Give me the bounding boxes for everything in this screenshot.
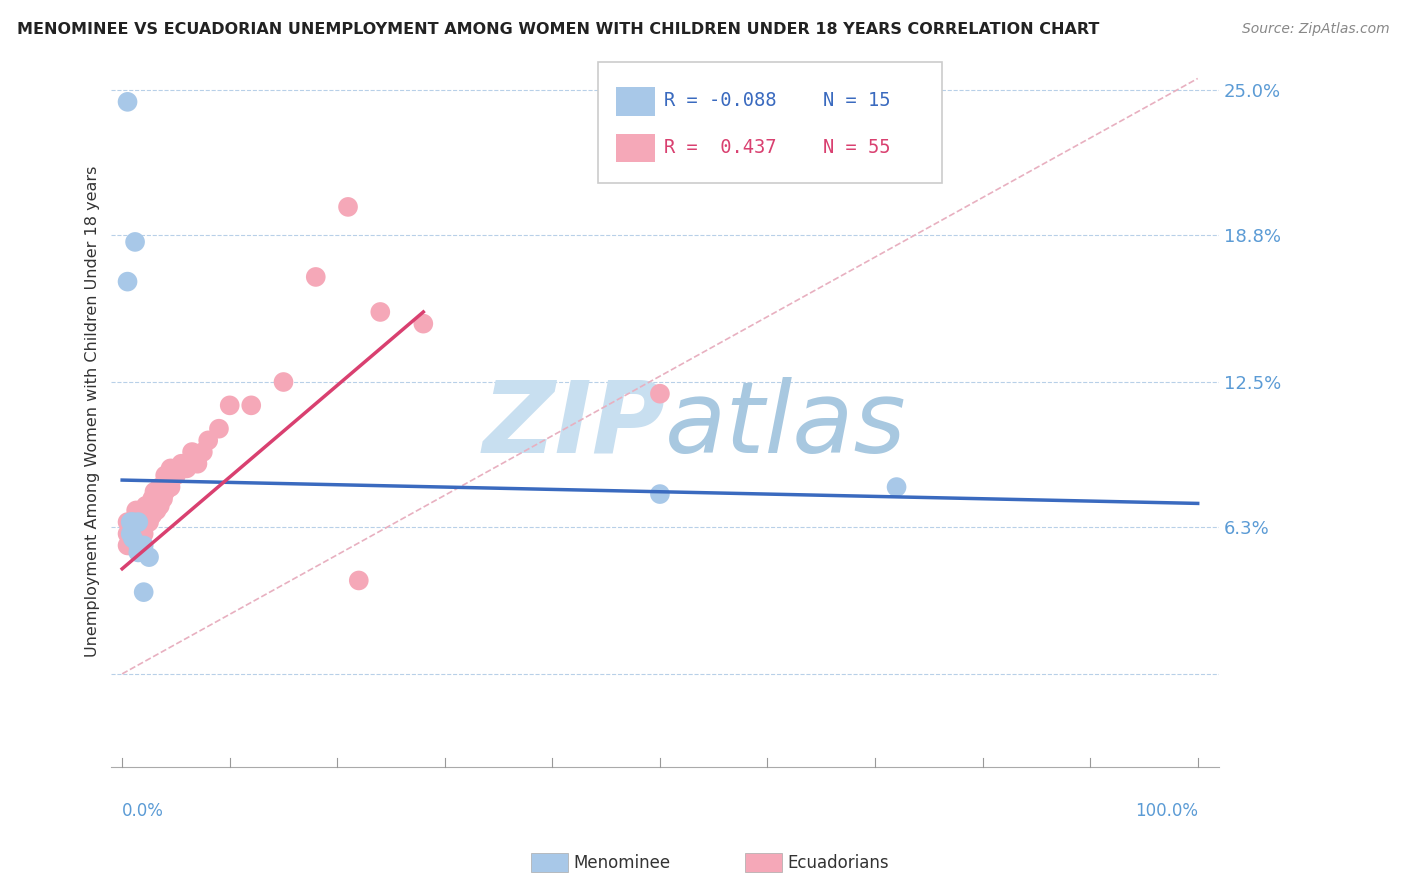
- Point: [368, 305, 391, 319]
- Point: [165, 468, 187, 483]
- Text: atlas: atlas: [665, 377, 907, 474]
- Text: Source: ZipAtlas.com: Source: ZipAtlas.com: [1241, 22, 1389, 37]
- Point: [159, 461, 181, 475]
- Point: [117, 526, 139, 541]
- Point: [135, 499, 157, 513]
- Point: [127, 515, 149, 529]
- Text: Menominee: Menominee: [574, 854, 671, 871]
- Point: [138, 499, 160, 513]
- Point: [143, 484, 166, 499]
- Point: [886, 480, 908, 494]
- Point: [124, 526, 146, 541]
- Text: R =  0.437: R = 0.437: [664, 137, 776, 157]
- Point: [143, 503, 166, 517]
- Point: [120, 526, 142, 541]
- Point: [648, 487, 671, 501]
- Text: ZIP: ZIP: [482, 377, 665, 474]
- Point: [117, 275, 139, 289]
- Point: [117, 515, 139, 529]
- Point: [118, 538, 141, 552]
- Point: [132, 508, 155, 522]
- Point: [122, 532, 145, 546]
- Text: MENOMINEE VS ECUADORIAN UNEMPLOYMENT AMONG WOMEN WITH CHILDREN UNDER 18 YEARS CO: MENOMINEE VS ECUADORIAN UNEMPLOYMENT AMO…: [17, 22, 1099, 37]
- Point: [240, 398, 263, 412]
- Point: [138, 550, 160, 565]
- Point: [648, 386, 671, 401]
- Point: [127, 538, 149, 552]
- Point: [127, 526, 149, 541]
- Point: [181, 445, 204, 459]
- Point: [145, 484, 167, 499]
- Text: R = -0.088: R = -0.088: [664, 91, 776, 111]
- Point: [122, 515, 145, 529]
- Point: [347, 574, 370, 588]
- Point: [273, 375, 295, 389]
- Point: [208, 422, 231, 436]
- Point: [138, 515, 160, 529]
- Point: [120, 515, 142, 529]
- Text: N = 55: N = 55: [823, 137, 890, 157]
- Y-axis label: Unemployment Among Women with Children Under 18 years: Unemployment Among Women with Children U…: [86, 166, 100, 657]
- Point: [124, 235, 146, 249]
- Point: [128, 526, 150, 541]
- Point: [159, 480, 181, 494]
- Text: 100.0%: 100.0%: [1135, 802, 1198, 821]
- Point: [127, 515, 149, 529]
- Point: [135, 515, 157, 529]
- Text: Ecuadorians: Ecuadorians: [787, 854, 889, 871]
- Point: [124, 515, 146, 529]
- Point: [132, 526, 155, 541]
- Point: [132, 585, 155, 599]
- Point: [127, 538, 149, 552]
- Point: [141, 491, 163, 506]
- Point: [118, 515, 141, 529]
- Point: [131, 515, 153, 529]
- Point: [305, 269, 328, 284]
- Point: [122, 538, 145, 552]
- Point: [218, 398, 240, 412]
- Point: [127, 545, 149, 559]
- Point: [337, 200, 360, 214]
- Point: [125, 503, 148, 517]
- Point: [120, 526, 142, 541]
- Point: [120, 515, 142, 529]
- Point: [149, 480, 172, 494]
- Point: [122, 526, 145, 541]
- Text: N = 15: N = 15: [823, 91, 890, 111]
- Text: 0.0%: 0.0%: [122, 802, 165, 821]
- Point: [141, 508, 163, 522]
- Point: [186, 457, 208, 471]
- Point: [132, 538, 155, 552]
- Point: [412, 317, 434, 331]
- Point: [176, 461, 198, 475]
- Point: [152, 491, 174, 506]
- Point: [117, 95, 139, 109]
- Point: [117, 538, 139, 552]
- Point: [145, 503, 167, 517]
- Point: [149, 499, 172, 513]
- Point: [170, 457, 193, 471]
- Point: [153, 484, 176, 499]
- Point: [153, 468, 176, 483]
- Point: [131, 503, 153, 517]
- Point: [122, 515, 145, 529]
- Point: [197, 434, 219, 448]
- Point: [191, 445, 214, 459]
